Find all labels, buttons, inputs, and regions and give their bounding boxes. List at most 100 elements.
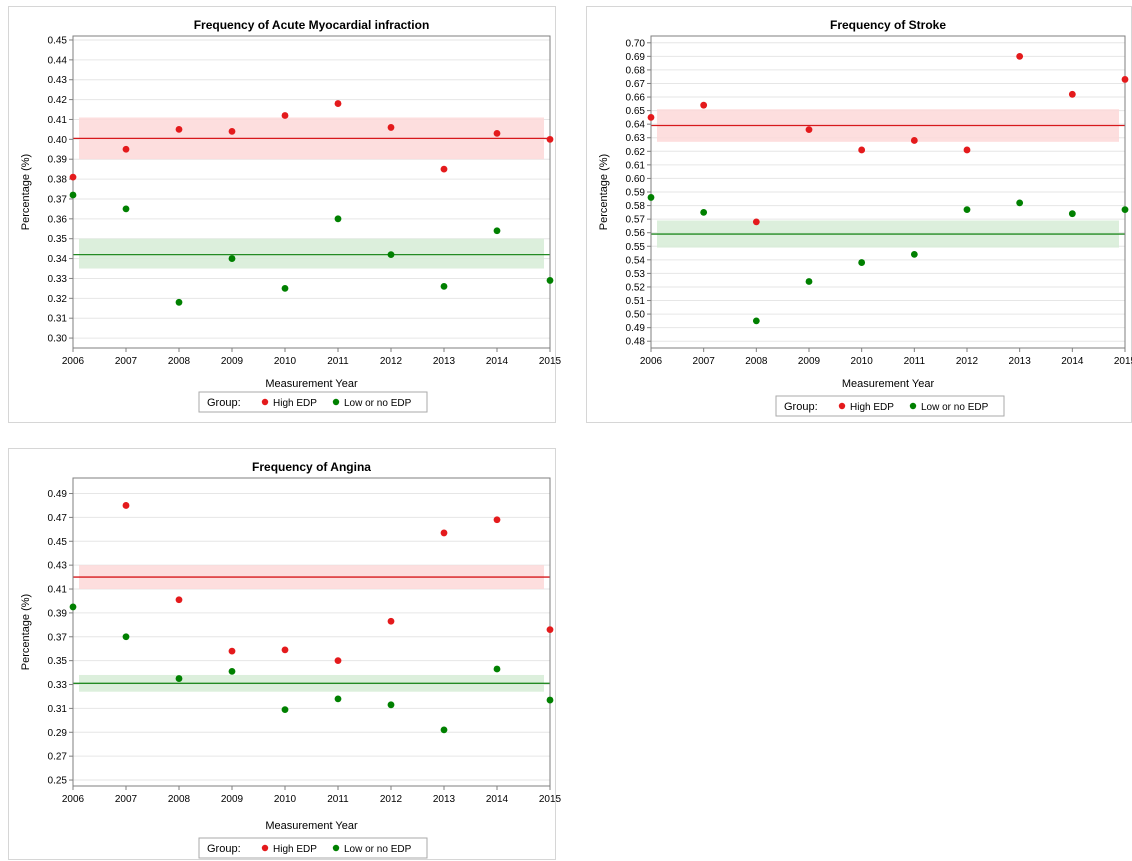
y-tick-label: 0.56 (626, 228, 646, 239)
x-tick-label: 2008 (168, 356, 191, 367)
low-edp-point (281, 284, 289, 292)
chart-panel-stroke: Frequency of Stroke 0.48 0.49 0.50 0.51 0.52 0… (586, 6, 1132, 423)
y-tick-label: 0.60 (626, 174, 646, 185)
x-tick-label: 2010 (851, 356, 874, 367)
high-edp-point (122, 502, 130, 509)
y-tick-label: 0.25 (48, 776, 68, 787)
legend-high-marker (838, 402, 846, 410)
x-tick-label: 2014 (1061, 356, 1084, 367)
high-edp-point (493, 129, 501, 137)
x-tick-label: 2013 (1009, 356, 1032, 367)
legend-high-label: High EDP (273, 844, 317, 855)
y-tick-label: 0.65 (626, 106, 646, 117)
low-edp-point (493, 227, 501, 235)
legend: Group: High EDP Low or no EDP (198, 837, 428, 859)
y-tick-label: 0.33 (48, 274, 68, 285)
y-tick-label: 0.33 (48, 680, 68, 691)
y-tick-label: 0.37 (48, 194, 68, 205)
high-edp-point (493, 516, 501, 524)
y-tick-label: 0.45 (48, 35, 68, 46)
y-tick-label: 0.41 (48, 585, 68, 596)
high-edp-point (700, 101, 708, 109)
y-tick-label: 0.27 (48, 752, 68, 763)
low-edp-point (910, 251, 918, 258)
low-edp-point (805, 278, 813, 285)
y-tick-label: 0.62 (626, 147, 646, 158)
y-tick-label: 0.29 (48, 728, 68, 739)
y-tick-label: 0.52 (626, 282, 646, 293)
high-edp-point (387, 124, 395, 131)
legend-high-marker (261, 398, 269, 406)
low-edp-point (440, 726, 448, 734)
low-edp-band (79, 238, 544, 269)
low-edp-point (334, 215, 342, 223)
x-tick-label: 2011 (327, 794, 349, 805)
x-tick-label: 2013 (433, 356, 456, 367)
high-edp-point (387, 617, 395, 625)
high-edp-point (334, 657, 342, 665)
y-tick-label: 0.39 (48, 608, 68, 619)
plot-frame (72, 35, 551, 349)
y-tick-label: 0.43 (48, 75, 68, 86)
x-tick-label: 2014 (486, 356, 509, 367)
low-edp-point (122, 205, 130, 213)
x-tick-label: 2015 (539, 794, 562, 805)
chart-panel-angina: Frequency of Angina 0.25 0.27 0.29 0.31 0.33 0… (8, 448, 562, 860)
high-edp-point (440, 165, 448, 173)
y-tick-label: 0.54 (626, 255, 646, 266)
y-axis-label: Percentage (%) (20, 594, 32, 670)
y-tick-label: 0.34 (48, 254, 68, 265)
y-tick-label: 0.31 (48, 314, 68, 325)
high-edp-point (546, 135, 554, 143)
high-edp-point (175, 596, 183, 604)
x-tick-label: 2015 (539, 356, 562, 367)
x-tick-label: 2014 (486, 794, 509, 805)
y-tick-label: 0.42 (48, 95, 68, 106)
chart-stroke: Frequency of Stroke 0.48 0.49 0.50 0.51 0.52 0… (598, 18, 1132, 417)
y-tick-label: 0.64 (626, 120, 646, 131)
chart-title: Frequency of Acute Myocardial infraction (194, 18, 430, 32)
y-tick-label: 0.43 (48, 561, 68, 572)
high-edp-point (910, 137, 918, 144)
y-tick-label: 0.39 (48, 155, 68, 166)
legend-low-marker (909, 402, 917, 410)
legend-low-label: Low or no EDP (921, 402, 989, 413)
legend-low-marker (332, 844, 340, 852)
chart-acute-myocardial-infraction: Frequency of Acute Myocardial infraction… (20, 18, 562, 413)
low-edp-point (334, 695, 342, 703)
gridlines (73, 493, 550, 781)
high-edp-point (647, 113, 655, 121)
legend-low-marker (332, 398, 340, 406)
low-edp-point (752, 317, 760, 325)
x-tick-label: 2007 (115, 794, 138, 805)
high-edp-point (281, 646, 289, 654)
high-edp-point (440, 529, 448, 537)
plot-frame (72, 477, 551, 787)
gridlines (73, 39, 550, 339)
y-tick-label: 0.47 (48, 513, 68, 524)
low-edp-point (700, 208, 708, 216)
y-tick-label: 0.49 (48, 489, 68, 500)
x-tick-label: 2006 (62, 356, 85, 367)
chart-panel-acute-myocardial-infraction: Frequency of Acute Myocardial infraction… (8, 6, 562, 423)
low-edp-point (963, 206, 971, 214)
legend-title: Group: (784, 401, 818, 413)
low-edp-point (1121, 206, 1129, 214)
chart-title: Frequency of Stroke (830, 18, 946, 32)
low-edp-point (228, 255, 236, 262)
y-tick-label: 0.35 (48, 656, 68, 667)
x-tick-label: 2008 (168, 794, 191, 805)
high-edp-point (69, 173, 77, 181)
x-tick-label: 2006 (640, 356, 663, 367)
y-tick-label: 0.36 (48, 214, 68, 225)
y-tick-label: 0.49 (626, 323, 646, 334)
y-tick-label: 0.37 (48, 632, 68, 643)
high-edp-point (1121, 76, 1129, 83)
x-tick-label: 2007 (693, 356, 716, 367)
y-tick-label: 0.58 (626, 201, 646, 212)
y-tick-label: 0.67 (626, 79, 646, 90)
low-edp-point (1016, 199, 1024, 207)
low-edp-point (387, 251, 395, 258)
y-tick-label: 0.51 (626, 296, 646, 307)
high-edp-point (1068, 90, 1076, 98)
